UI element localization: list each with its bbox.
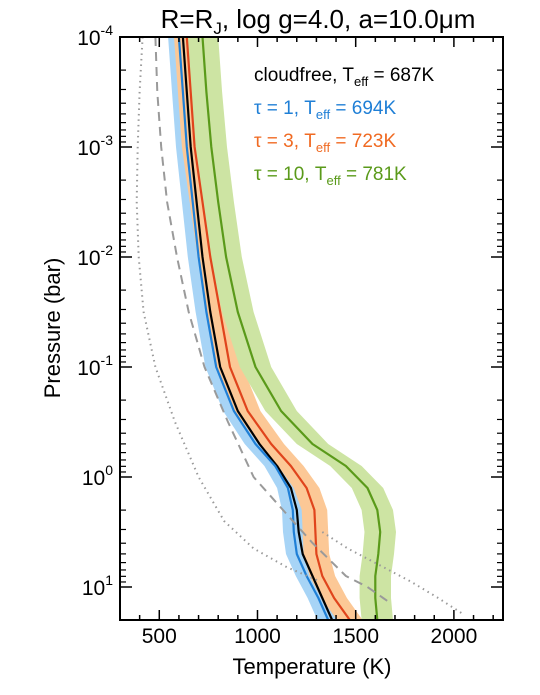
- line-cloudfree: [181, 37, 334, 620]
- x-tick-label: 1500: [332, 625, 379, 648]
- line-dashed-reference-4: [154, 37, 392, 605]
- line-1: [177, 37, 330, 620]
- legend-entry: τ = 1, Teff = 694K: [254, 98, 396, 122]
- y-axis: 10-4 10-3 10-2 10-1 100 101: [77, 22, 503, 600]
- line-dotted-reference-5: [135, 37, 321, 583]
- y-axis-label: Pressure (bar): [40, 258, 65, 399]
- plot-area: [135, 37, 465, 620]
- y-tick-label: 101: [82, 572, 113, 600]
- legend-entry: cloudfree, Teff = 687K: [254, 65, 435, 89]
- y-tick-label: 10-1: [77, 352, 113, 380]
- legend-entry: τ = 3, Teff = 723K: [254, 131, 396, 155]
- legend-entry: τ = 10, Teff = 781K: [254, 164, 407, 188]
- x-axis-label: Temperature (K): [233, 654, 392, 679]
- y-tick-label: 10-3: [77, 132, 113, 160]
- y-tick-label: 10-4: [77, 22, 113, 50]
- x-axis: 500 1000 1500 2000: [138, 37, 494, 648]
- line-10: [201, 37, 382, 620]
- x-tick-label: 1000: [234, 625, 281, 648]
- x-tick-label: 500: [142, 625, 177, 648]
- band-10: [186, 37, 396, 620]
- legend: cloudfree, Teff = 687K τ = 1, Teff = 694K…: [254, 65, 435, 188]
- x-tick-label: 2000: [431, 625, 478, 648]
- chart-title: R=RJ, log g=4.0, a=10.0μm: [161, 4, 476, 38]
- y-tick-label: 10-2: [77, 242, 113, 270]
- y-tick-label: 100: [82, 462, 113, 490]
- plot-frame: [119, 36, 504, 621]
- line-3: [185, 37, 351, 620]
- line-dotted-reference-6: [321, 531, 465, 616]
